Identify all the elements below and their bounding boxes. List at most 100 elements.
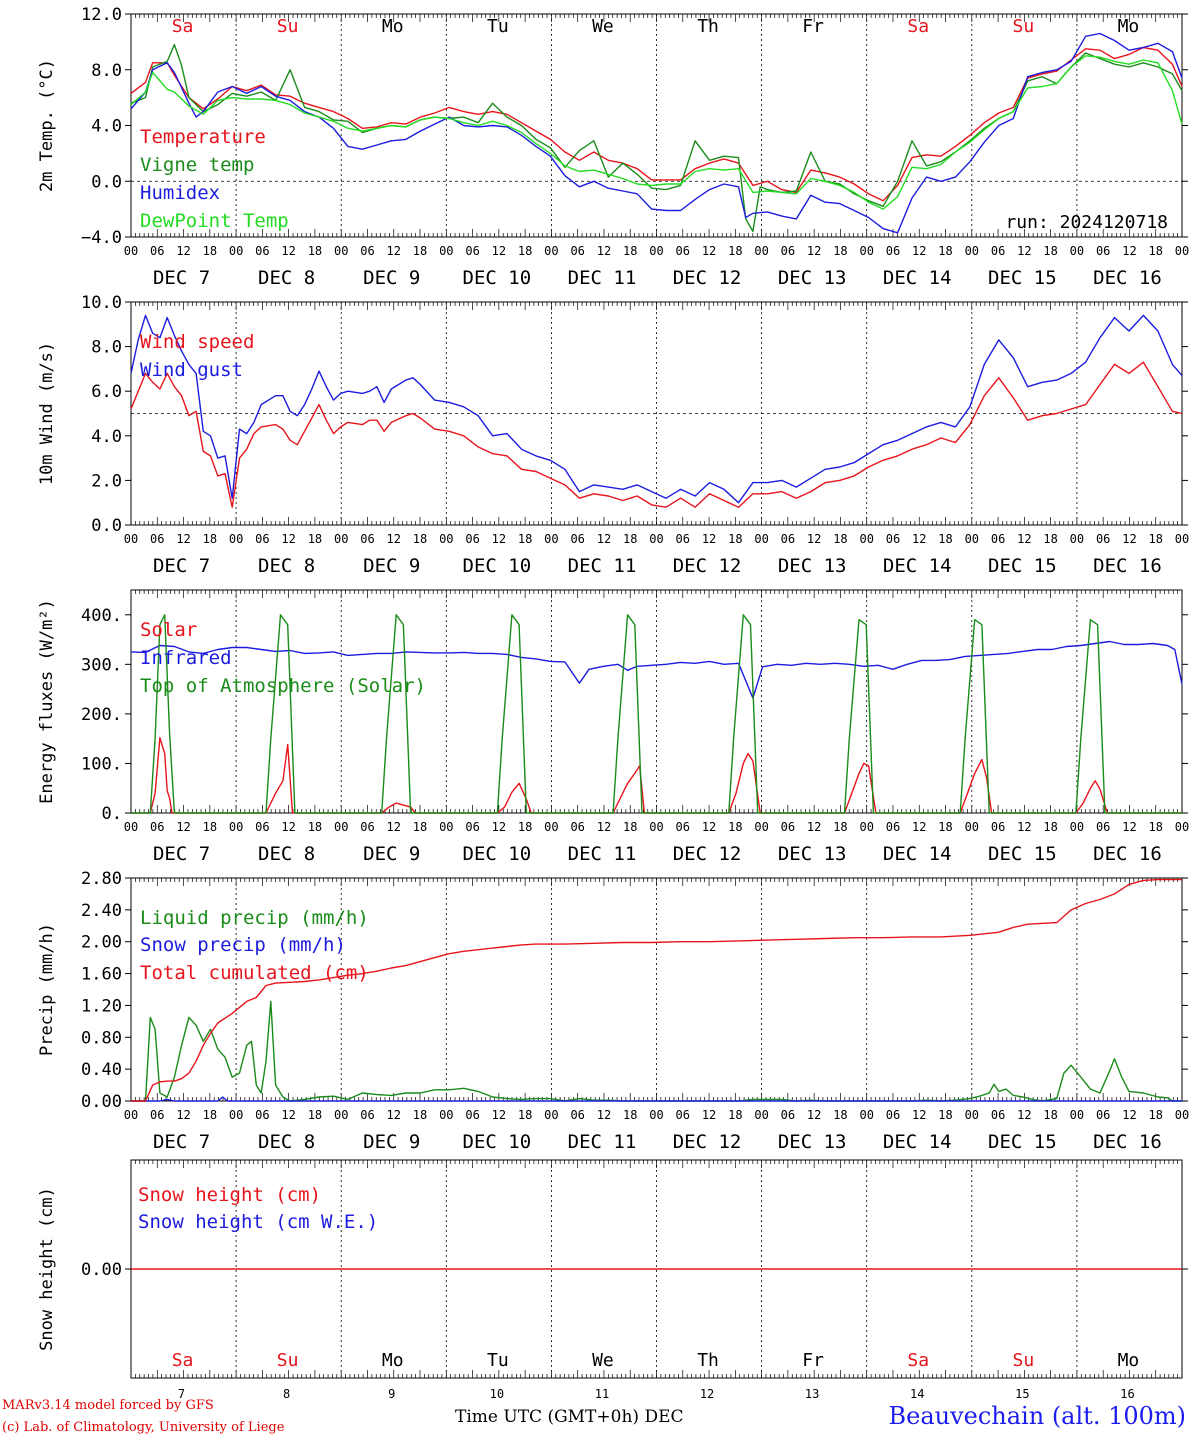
legend-entry: Temperature	[140, 126, 266, 148]
hour-tick-label: 00	[439, 244, 453, 258]
hour-tick-label: 00	[649, 532, 663, 546]
hour-tick-label: 12	[387, 820, 401, 834]
date-label: DEC 11	[568, 843, 637, 865]
hour-tick-label: 12	[702, 1108, 716, 1122]
date-label: DEC 7	[153, 843, 210, 865]
hour-tick-label: 00	[124, 532, 138, 546]
series-line-2	[130, 314, 1183, 504]
hour-tick-label: 18	[833, 244, 847, 258]
hour-tick-label: 18	[308, 1108, 322, 1122]
hour-tick-label: 18	[413, 244, 427, 258]
day-number-label: 15	[1015, 1387, 1029, 1401]
panel-2: 0.0 2.0 4.0 6.0 8.0 10.0 10m Wind (m/s) Wind sp…	[37, 293, 1189, 577]
hour-tick-label: 00	[439, 1108, 453, 1122]
hour-tick-label: 18	[203, 532, 217, 546]
legend-entry: DewPoint Temp	[140, 210, 289, 232]
date-label: DEC 15	[988, 555, 1057, 577]
date-label: DEC 10	[463, 267, 532, 289]
date-label: DEC 9	[363, 267, 420, 289]
hour-tick-label: 12	[912, 820, 926, 834]
hour-tick-label: 12	[281, 244, 295, 258]
series-line-1	[130, 361, 1183, 508]
date-label: DEC 15	[988, 267, 1057, 289]
day-number-label: 8	[283, 1387, 290, 1401]
hour-tick-label: 12	[702, 820, 716, 834]
panel-1: −4.0 0.0 4.0 8.0 12.0 2m Temp. (°C) Temperatur…	[37, 5, 1189, 289]
weekday-label: Su	[1013, 1350, 1035, 1371]
hour-tick-label: 00	[859, 1108, 873, 1122]
date-label: DEC 7	[153, 267, 210, 289]
hour-tick-label: 00	[965, 244, 979, 258]
y-tick-label: 2.00	[81, 933, 122, 953]
hour-tick-label: 06	[886, 244, 900, 258]
y-axis-label: Precip (mm/h)	[37, 923, 57, 1056]
hour-tick-label: 18	[203, 820, 217, 834]
hour-tick-label: 12	[912, 532, 926, 546]
date-label: DEC 16	[1093, 555, 1162, 577]
series-line-2	[130, 44, 1183, 233]
hour-tick-label: 00	[649, 1108, 663, 1122]
hour-tick-label: 18	[728, 820, 742, 834]
panel-5: 0.00 Snow height (cm) Snow height (cm) Snow…	[37, 1159, 1188, 1401]
y-tick-label: 2.0	[91, 471, 122, 491]
y-tick-label: 1.60	[81, 965, 122, 985]
hour-tick-label: 00	[1175, 532, 1189, 546]
run-annotation: run: 2024120718	[1005, 212, 1168, 233]
hour-tick-label: 00	[124, 1108, 138, 1122]
hour-tick-label: 12	[702, 244, 716, 258]
hour-tick-label: 06	[886, 820, 900, 834]
date-label: DEC 16	[1093, 267, 1162, 289]
hour-tick-label: 12	[807, 1108, 821, 1122]
hour-tick-label: 12	[281, 532, 295, 546]
day-number-label: 14	[910, 1387, 924, 1401]
date-label: DEC 9	[363, 1131, 420, 1153]
date-label: DEC 14	[883, 267, 952, 289]
hour-tick-label: 00	[1070, 244, 1084, 258]
weekday-label: Sa	[907, 1350, 929, 1371]
y-tick-label: 2.40	[81, 901, 122, 921]
hour-tick-label: 00	[124, 244, 138, 258]
hour-tick-label: 18	[518, 244, 532, 258]
date-label: DEC 11	[568, 1131, 637, 1153]
date-label: DEC 16	[1093, 843, 1162, 865]
hour-tick-label: 12	[807, 532, 821, 546]
hour-tick-label: 00	[754, 244, 768, 258]
y-tick-label: 0.0	[91, 172, 122, 192]
hour-tick-label: 12	[1017, 244, 1031, 258]
hour-tick-label: 00	[754, 1108, 768, 1122]
hour-tick-label: 12	[597, 244, 611, 258]
hour-tick-label: 12	[1017, 1108, 1031, 1122]
hour-tick-label: 18	[623, 244, 637, 258]
y-tick-label: 0.00	[81, 1092, 122, 1112]
hour-tick-label: 12	[176, 1108, 190, 1122]
hour-tick-label: 06	[1096, 820, 1110, 834]
date-label: DEC 11	[568, 267, 637, 289]
y-axis-label: Snow height (cm)	[37, 1187, 57, 1351]
y-tick-label: 6.0	[91, 382, 122, 402]
y-tick-label: 0.80	[81, 1028, 122, 1048]
legend-entry: Wind gust	[140, 359, 243, 381]
legend-entry: Total cumulated (cm)	[140, 962, 369, 984]
hour-tick-label: 12	[807, 244, 821, 258]
hour-tick-label: 06	[781, 532, 795, 546]
date-label: DEC 14	[883, 843, 952, 865]
hour-tick-label: 06	[360, 1108, 374, 1122]
y-tick-label: 300.	[81, 655, 122, 675]
hour-tick-label: 12	[597, 820, 611, 834]
hour-tick-label: 06	[991, 1108, 1005, 1122]
legend-entry: Wind speed	[140, 331, 254, 353]
weekday-label: Mo	[1118, 16, 1140, 37]
hour-tick-label: 00	[1175, 1108, 1189, 1122]
date-label: DEC 8	[258, 555, 315, 577]
date-label: DEC 13	[778, 267, 847, 289]
legend-entry: Infrared	[140, 647, 232, 669]
date-label: DEC 12	[673, 843, 742, 865]
hour-tick-label: 18	[728, 1108, 742, 1122]
hour-tick-label: 18	[1043, 244, 1057, 258]
hour-tick-label: 06	[991, 532, 1005, 546]
date-label: DEC 7	[153, 1131, 210, 1153]
date-label: DEC 14	[883, 1131, 952, 1153]
y-tick-label: 0.	[102, 804, 122, 824]
hour-tick-label: 00	[965, 532, 979, 546]
hour-tick-label: 12	[597, 1108, 611, 1122]
